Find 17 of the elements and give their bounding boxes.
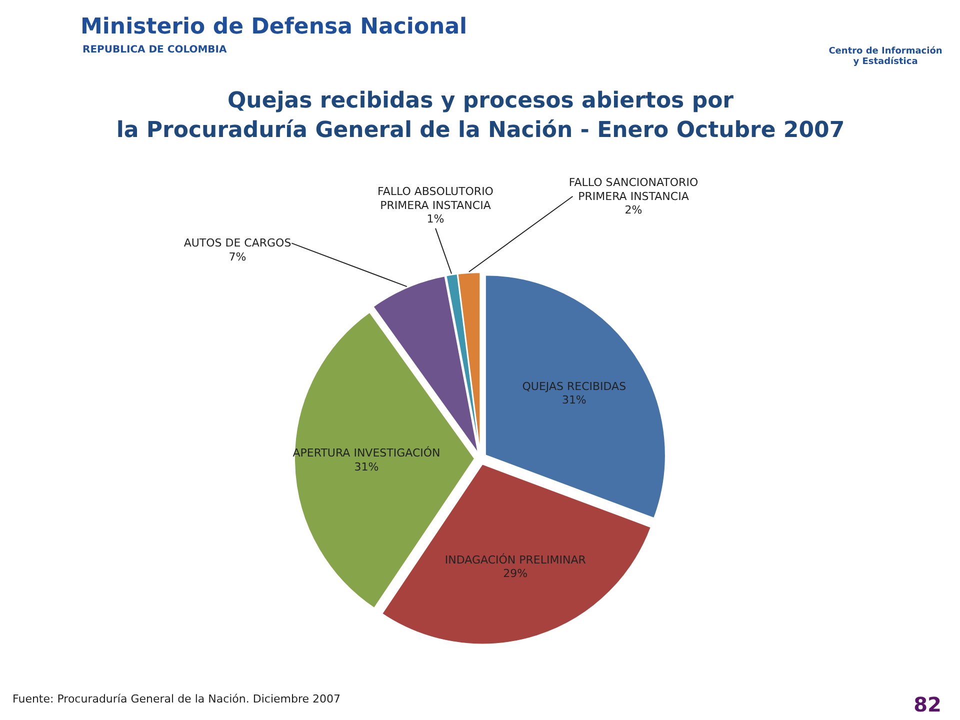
data-label: 31%	[562, 394, 586, 407]
data-label: 31%	[354, 460, 379, 474]
slice-label: INDAGACIÓN PRELIMINAR	[444, 552, 586, 566]
text: REPUBLICA DE COLOMBIA	[82, 44, 228, 56]
text: Ministerio de Defensa Nacional	[80, 14, 468, 40]
data-label: 1%	[426, 212, 444, 226]
slice-label: FALLO ABSOLUTORIO PRIMERA INSTANCIA	[378, 185, 494, 212]
source-note: Fuente: Procuraduría General de la Nación. Diciembre 2007	[12, 692, 341, 706]
text: Centro de Información y Estadística	[828, 46, 942, 67]
data-label: 2%	[624, 204, 642, 217]
chart-title: Quejas recibidas y procesos abiertos por la Procuraduría General de la Nación - Enero Octubre 2007	[116, 88, 845, 144]
slice-label: QUEJAS RECIBIDAS	[522, 380, 626, 393]
data-label: 7%	[228, 250, 246, 264]
data-label: 29%	[503, 567, 528, 580]
slice-label: AUTOS DE CARGOS	[184, 236, 292, 250]
slice-label: FALLO SANCIONATORIO PRIMERA INSTANCIA	[568, 176, 698, 203]
text: 82	[914, 692, 942, 716]
